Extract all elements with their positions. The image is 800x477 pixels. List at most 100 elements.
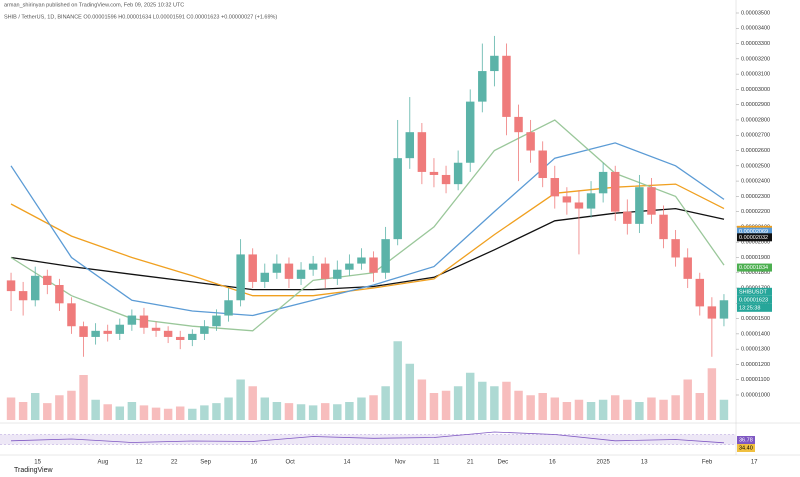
volume-bar	[333, 404, 342, 420]
volume-bar	[478, 381, 487, 420]
x-tick-label: Aug	[98, 460, 109, 466]
volume-bar	[127, 402, 137, 420]
candle-body	[30, 275, 40, 301]
candle-body	[598, 171, 608, 194]
x-tick-label: 12	[136, 460, 143, 466]
volume-bar	[260, 397, 270, 420]
x-tick-label: 15	[34, 460, 41, 466]
volume-bar	[357, 397, 366, 420]
volume-bar	[30, 393, 40, 420]
rsi-label: 34.40	[739, 445, 753, 451]
rsi-label: 36.78	[739, 437, 753, 443]
candle-body	[248, 254, 257, 282]
y-tick-label: 0.00002700	[741, 133, 770, 139]
volume-bar	[429, 393, 439, 420]
price-label-box	[737, 233, 772, 242]
y-tick-label: 0.00001300	[741, 347, 770, 353]
candle-body	[465, 101, 475, 163]
candle-body	[272, 263, 282, 273]
y-tick-label: 0.00002300	[741, 194, 770, 200]
y-tick-label: 0.00002800	[741, 117, 770, 123]
x-tick-label: 14	[344, 460, 351, 466]
volume-bar	[200, 405, 209, 420]
candle-body	[67, 303, 76, 327]
volume-bar	[586, 402, 596, 420]
candle-body	[79, 326, 88, 337]
candle-body	[91, 330, 100, 337]
candle-body	[212, 315, 221, 327]
x-tick-label: Feb	[702, 460, 713, 466]
volume-bar	[562, 402, 572, 420]
candle-body	[115, 324, 125, 334]
volume-bar	[381, 386, 390, 420]
y-tick-label: 0.00003200	[741, 56, 770, 62]
x-tick-label: 17	[751, 460, 758, 466]
candle-body	[671, 239, 680, 258]
volume-bar	[502, 381, 511, 420]
x-tick-label: Oct	[285, 460, 295, 466]
candle-body	[393, 158, 402, 240]
volume-bar	[635, 402, 644, 420]
y-tick-label: 0.00002600	[741, 148, 770, 154]
volume-bar	[683, 379, 692, 420]
volume-bar	[598, 399, 608, 420]
brand: TradingView	[14, 467, 53, 474]
volume-bar	[296, 404, 306, 420]
candle-body	[574, 202, 584, 209]
volume-bar	[188, 408, 197, 420]
y-tick-label: 0.00001000	[741, 392, 770, 398]
x-tick-label: 16	[549, 460, 556, 466]
x-tick-label: 13	[641, 460, 648, 466]
price-label-box	[737, 263, 772, 272]
volume-bar	[18, 402, 28, 420]
candle-body	[405, 132, 415, 159]
y-tick-label: 0.00001400	[741, 331, 770, 337]
volume-bar	[224, 397, 233, 420]
candle-body	[188, 333, 197, 340]
candle-body	[429, 171, 439, 175]
y-tick-label: 0.00003100	[741, 72, 770, 78]
candle-body	[635, 187, 644, 224]
x-tick-label: Nov	[395, 460, 406, 466]
price-label: 0.00001623	[739, 297, 768, 303]
y-tick-label: 0.00003300	[741, 41, 770, 47]
candle-body	[139, 315, 149, 328]
candle-body	[18, 291, 28, 301]
candle-body	[345, 263, 354, 270]
candle-body	[200, 326, 209, 334]
x-tick-label: 16	[251, 460, 258, 466]
countdown-box	[737, 303, 772, 312]
volume-bar	[369, 395, 378, 420]
candle-body	[695, 278, 705, 307]
candle-body	[659, 214, 668, 240]
price-label: 0.00002032	[739, 235, 768, 241]
y-tick-label: 0.00002900	[741, 102, 770, 108]
candle-body	[369, 257, 378, 273]
volume-bar	[526, 395, 535, 420]
candle-body	[490, 55, 499, 72]
volume-bar	[79, 375, 88, 420]
volume-bar	[67, 390, 76, 420]
volume-bar	[490, 386, 499, 420]
rsi-label-box	[737, 444, 755, 452]
volume-bar	[671, 395, 680, 420]
rsi-line	[10, 431, 725, 444]
volume-bar	[719, 399, 729, 420]
candle-body	[453, 162, 463, 185]
volume-bar	[659, 399, 668, 420]
volume-bar	[405, 363, 415, 420]
candle-body	[296, 269, 306, 279]
candle-body	[514, 116, 523, 133]
volume-bar	[465, 372, 475, 420]
volume-bar	[175, 406, 185, 420]
y-tick-label: 0.00002500	[741, 163, 770, 169]
candle-body	[308, 263, 318, 270]
symbol-box	[737, 287, 772, 296]
candle-body	[127, 315, 137, 325]
volume-bar	[236, 379, 245, 420]
x-tick-label: Dec	[497, 460, 508, 466]
publisher: arman_shirinyan published on TradingView…	[4, 2, 184, 8]
candle-body	[417, 132, 427, 172]
symbol-info: SHIB / TetherUS, 1D, BINANCE O0.00001596…	[4, 14, 277, 20]
